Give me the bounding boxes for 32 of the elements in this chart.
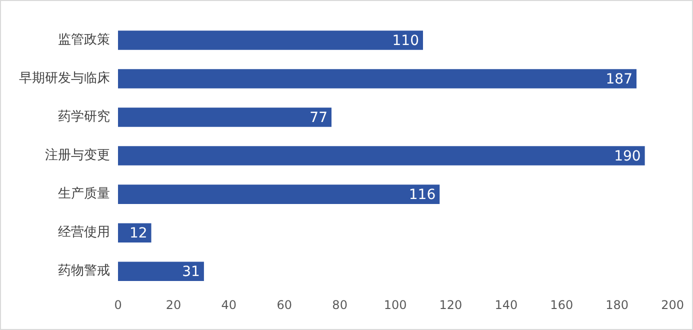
y-tick-label: 监管政策 [58, 32, 110, 48]
bar [118, 108, 332, 127]
data-label: 116 [408, 186, 436, 203]
bar [118, 223, 152, 242]
bar [118, 146, 645, 166]
data-label: 110 [392, 32, 419, 49]
y-tick-label: 生产质量 [58, 186, 110, 202]
bar [118, 262, 204, 281]
y-tick-label: 药学研究 [58, 110, 110, 125]
x-tick-label: 160 [550, 298, 574, 312]
data-label: 77 [310, 110, 328, 126]
bar [118, 30, 423, 50]
x-tick-label: 180 [606, 298, 629, 312]
y-tick-label: 药物警戒 [58, 264, 110, 279]
x-tick-label: 200 [661, 298, 684, 312]
y-tick-label: 注册与变更 [45, 148, 110, 164]
x-tick-label: 40 [221, 298, 237, 312]
x-tick-label: 60 [276, 298, 292, 312]
data-label: 190 [614, 148, 641, 164]
y-tick-label: 早期研发与临床 [19, 71, 110, 86]
bar [118, 69, 636, 88]
data-label: 12 [129, 225, 148, 242]
x-tick-label: 20 [166, 298, 182, 312]
x-tick-label: 0 [114, 298, 122, 312]
x-tick-label: 80 [332, 298, 348, 312]
x-tick-label: 100 [384, 298, 407, 312]
data-label: 187 [606, 71, 632, 88]
x-tick-label: 140 [494, 298, 518, 312]
y-tick-label: 经营使用 [58, 225, 110, 240]
data-label: 31 [182, 264, 200, 280]
bar [118, 184, 440, 204]
x-tick-label: 120 [439, 298, 462, 312]
